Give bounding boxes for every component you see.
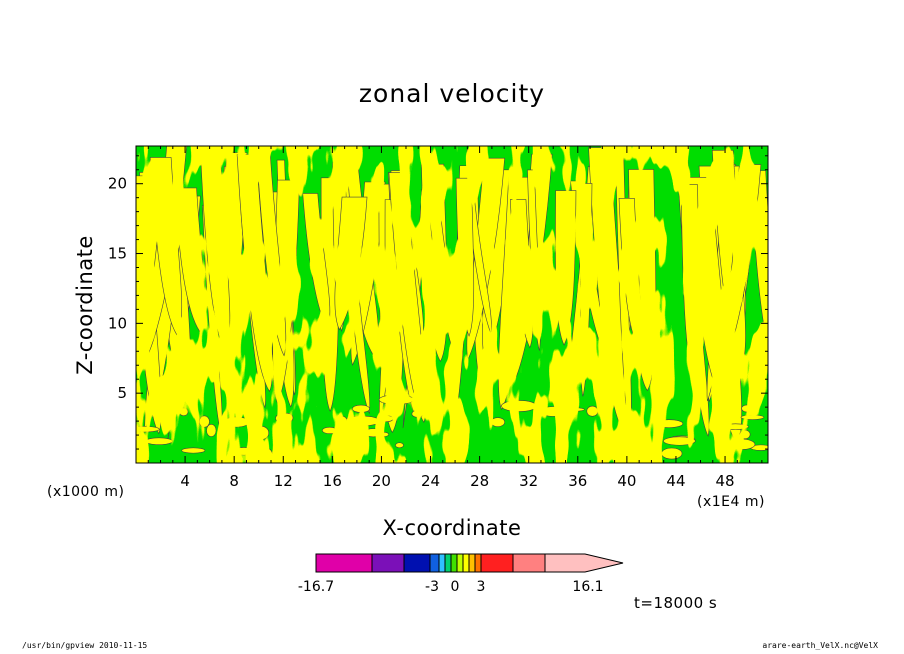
colorbar-segment bbox=[450, 553, 458, 573]
y-tick-label: 15 bbox=[108, 245, 127, 263]
x-tick-label: 36 bbox=[568, 472, 587, 490]
colorbar-segment bbox=[403, 553, 431, 573]
colorbar-segment bbox=[456, 553, 464, 573]
x-tick-label: 12 bbox=[274, 472, 293, 490]
colorbar-segment bbox=[462, 553, 470, 573]
colorbar-segment bbox=[468, 553, 476, 573]
colorbar-label: -16.7 bbox=[298, 579, 334, 595]
footer-source: arare-earth_VelX.nc@VelX bbox=[762, 641, 878, 650]
chart-title: zonal velocity bbox=[359, 79, 545, 108]
x-tick-label: 28 bbox=[470, 472, 489, 490]
x-tick-label: 32 bbox=[519, 472, 538, 490]
x-tick-label: 16 bbox=[323, 472, 342, 490]
plot-area bbox=[136, 146, 768, 463]
noise-texture-regions bbox=[136, 146, 768, 463]
colorbar-labels: -16.7 -3 0 3 16.1 bbox=[298, 579, 604, 595]
y-tick-label: 5 bbox=[117, 384, 127, 402]
x-tick-label: 8 bbox=[229, 472, 239, 490]
y-unit-label: (x1000 m) bbox=[47, 484, 124, 500]
x-unit-label: (x1E4 m) bbox=[697, 494, 765, 510]
x-tick-label: 40 bbox=[617, 472, 636, 490]
x-tick-label: 44 bbox=[666, 472, 685, 490]
colorbar-segment bbox=[315, 553, 373, 573]
colorbar-label: 0 bbox=[451, 579, 460, 595]
x-axis-title: X-coordinate bbox=[383, 516, 522, 540]
time-label: t=18000 s bbox=[634, 594, 718, 612]
x-tick-label: 4 bbox=[180, 472, 190, 490]
colorbar-label: -3 bbox=[425, 579, 439, 595]
colorbar-segment bbox=[371, 553, 405, 573]
x-tick-label: 20 bbox=[372, 472, 391, 490]
colorbar-segment bbox=[474, 553, 482, 573]
plot-frame bbox=[135, 145, 769, 464]
x-tick-label: 48 bbox=[716, 472, 735, 490]
colorbar-arrow bbox=[544, 553, 624, 573]
y-axis-title: Z-coordinate bbox=[73, 235, 97, 375]
colorbar bbox=[315, 553, 624, 573]
x-axis: 4 8 12 16 20 24 28 32 36 40 44 48 bbox=[147, 146, 763, 490]
y-tick-label: 20 bbox=[108, 175, 127, 193]
x-tick-label: 24 bbox=[421, 472, 440, 490]
colorbar-label: 3 bbox=[477, 579, 486, 595]
colorbar-label: 16.1 bbox=[572, 579, 603, 595]
colorbar-segment bbox=[512, 553, 546, 573]
colorbar-segment bbox=[480, 553, 514, 573]
colorbar-segment bbox=[444, 553, 452, 573]
y-tick-label: 10 bbox=[108, 314, 127, 332]
y-axis: 5 10 15 20 bbox=[108, 155, 768, 450]
footer-command: /usr/bin/gpview 2010-11-15 bbox=[22, 641, 148, 650]
colorbar-segment bbox=[429, 553, 440, 573]
colorbar-segment bbox=[438, 553, 446, 573]
